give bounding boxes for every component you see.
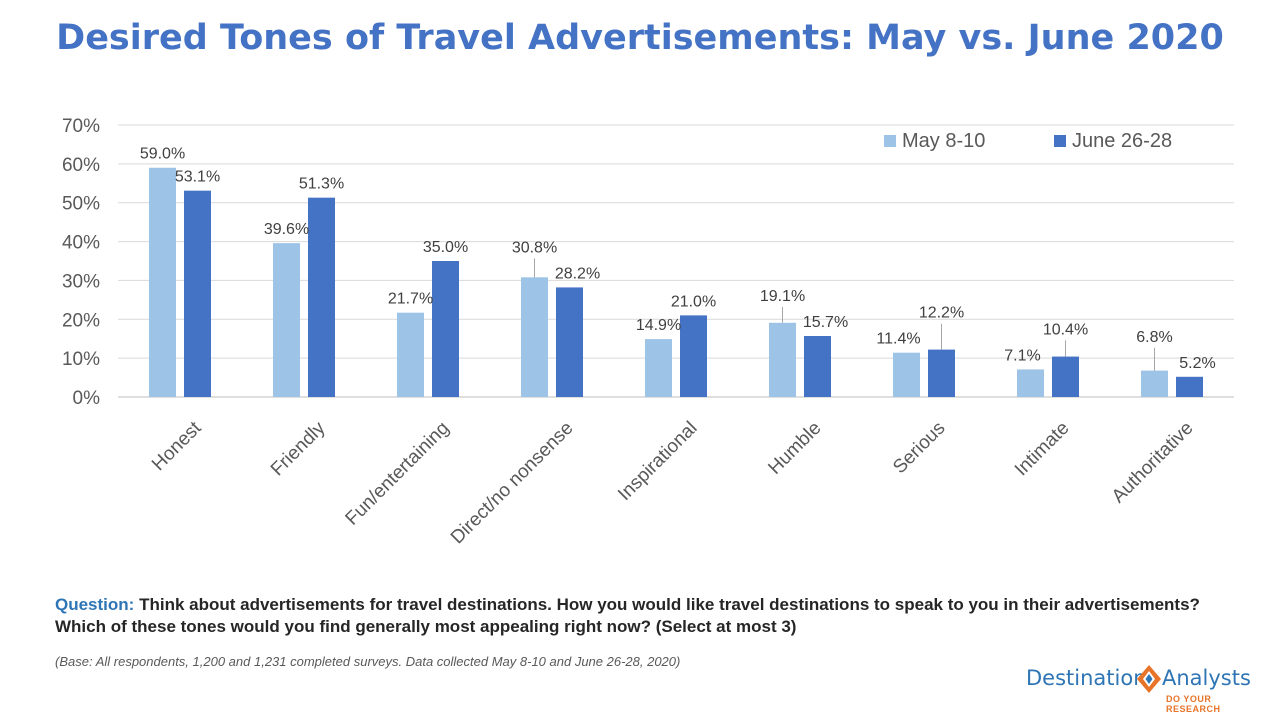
destination-analysts-logo: Destination Analysts DO YOUR RESEARCH bbox=[1026, 662, 1266, 714]
question-label: Question: bbox=[55, 595, 135, 614]
bar-may bbox=[149, 167, 176, 397]
data-label: 6.8% bbox=[1136, 329, 1172, 346]
legend-swatch-may bbox=[884, 135, 896, 147]
x-category-label: Inspirational bbox=[614, 418, 701, 505]
data-label: 28.2% bbox=[555, 265, 600, 282]
bar-june bbox=[1052, 356, 1079, 397]
data-label: 12.2% bbox=[919, 305, 964, 322]
x-category-label: Intimate bbox=[1011, 418, 1074, 481]
bar-june bbox=[804, 335, 831, 397]
x-category-label: Authoritative bbox=[1108, 418, 1198, 508]
y-tick-label: 30% bbox=[62, 271, 100, 292]
bar-may bbox=[1141, 370, 1168, 397]
data-label: 15.7% bbox=[803, 314, 848, 331]
bar-chart: 59.0% 53.1% 39.6% 51.3% 21.7% 35.0% 30.8% 28.2%… bbox=[62, 116, 1234, 549]
bar-may bbox=[1017, 369, 1044, 397]
logo-name-part2: Analysts bbox=[1162, 666, 1251, 690]
x-category-label: Friendly bbox=[267, 417, 330, 480]
legend-label-june: June 26-28 bbox=[1072, 130, 1172, 152]
bar-june bbox=[928, 349, 955, 397]
y-tick-label: 20% bbox=[62, 310, 100, 331]
question-body: Think about advertisements for travel de… bbox=[55, 595, 1200, 636]
data-label: 30.8% bbox=[512, 239, 557, 256]
legend-swatch-june bbox=[1054, 135, 1066, 147]
y-tick-label: 60% bbox=[62, 155, 100, 176]
logo-diamond-icon bbox=[1137, 665, 1161, 693]
question-text: Question: Think about advertisements for… bbox=[55, 594, 1235, 638]
chart-title: Desired Tones of Travel Advertisements: … bbox=[56, 18, 1224, 58]
data-label: 21.7% bbox=[388, 291, 433, 308]
bar-june bbox=[1176, 376, 1203, 397]
y-tick-label: 0% bbox=[73, 388, 101, 409]
logo-name-part1: Destination bbox=[1026, 666, 1147, 690]
bar-june bbox=[432, 261, 459, 397]
y-tick-label: 40% bbox=[62, 233, 100, 254]
bar-june bbox=[308, 197, 335, 397]
bar-may bbox=[273, 243, 300, 397]
y-tick-label: 50% bbox=[62, 194, 100, 215]
bar-may bbox=[769, 322, 796, 397]
data-label: 19.1% bbox=[760, 288, 805, 305]
data-label: 11.4% bbox=[876, 331, 920, 348]
base-note: (Base: All respondents, 1,200 and 1,231 … bbox=[55, 654, 681, 669]
y-tick-label: 70% bbox=[62, 116, 100, 137]
data-label: 53.1% bbox=[175, 169, 220, 186]
data-label: 7.1% bbox=[1004, 347, 1040, 364]
x-category-label: Direct/no nonsense bbox=[447, 418, 578, 549]
y-tick-label: 10% bbox=[62, 349, 100, 370]
bar-june bbox=[556, 287, 583, 397]
data-label: 35.0% bbox=[423, 239, 468, 256]
data-label: 51.3% bbox=[299, 176, 344, 193]
bar-may bbox=[521, 277, 548, 397]
x-category-label: Fun/entertaining bbox=[342, 418, 454, 530]
bar-june bbox=[184, 190, 211, 397]
x-category-label: Serious bbox=[889, 418, 949, 478]
data-label: 5.2% bbox=[1179, 355, 1215, 372]
x-category-label: Honest bbox=[148, 417, 206, 475]
legend-label-may: May 8-10 bbox=[902, 130, 985, 152]
data-label: 59.0% bbox=[140, 146, 185, 163]
data-label: 39.6% bbox=[264, 221, 309, 238]
bar-may bbox=[397, 312, 424, 397]
bar-june bbox=[680, 315, 707, 397]
data-label: 14.9% bbox=[636, 317, 681, 334]
data-label: 21.0% bbox=[671, 293, 716, 310]
logo-tagline: DO YOUR RESEARCH bbox=[1166, 694, 1221, 714]
bar-may bbox=[645, 339, 672, 397]
data-label: 10.4% bbox=[1043, 321, 1088, 338]
bar-may bbox=[893, 352, 920, 397]
x-category-label: Humble bbox=[764, 418, 825, 479]
